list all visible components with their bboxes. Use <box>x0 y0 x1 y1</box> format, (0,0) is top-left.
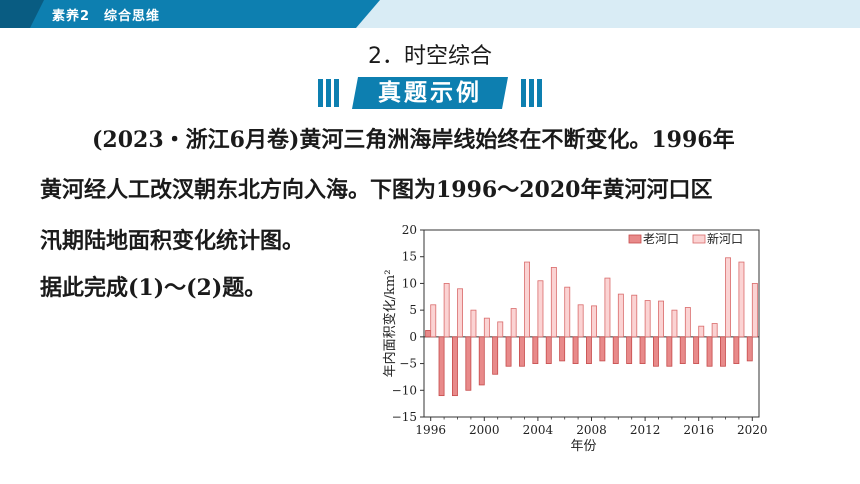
y-tick-label: −10 <box>392 383 417 397</box>
old-river-bar <box>478 336 485 386</box>
old-river-bar <box>545 336 552 364</box>
banner-band <box>352 77 508 109</box>
new-river-bar <box>470 309 477 338</box>
old-river-bar <box>639 336 646 364</box>
question-line-4: 据此完成(1)～(2)题。 <box>40 275 267 301</box>
old-river-bar <box>720 336 726 367</box>
x-axis-label: 年份 <box>570 439 596 454</box>
question-line-3: 汛期陆地面积变化统计图。 <box>40 228 305 254</box>
new-river-bar <box>550 267 557 338</box>
x-tick-label: 2016 <box>683 423 714 437</box>
top-bar: 素养2 综合思维 <box>0 0 860 28</box>
new-river-bar-legend-swatch <box>692 234 706 244</box>
example-banner: 真题示例 <box>318 76 542 110</box>
y-tick-label: −15 <box>392 410 417 424</box>
new-river-bar <box>564 286 571 338</box>
old-river-bar <box>599 336 606 362</box>
new-river-bar <box>751 283 758 338</box>
new-river-bar <box>430 304 437 338</box>
y-tick-label: −5 <box>399 357 417 371</box>
banner-label: 真题示例 <box>378 80 482 106</box>
old-river-bar <box>572 336 579 364</box>
old-river-bar <box>519 336 525 367</box>
new-river-bar <box>738 261 745 338</box>
new-river-bar <box>684 307 691 338</box>
new-river-bar <box>725 257 731 338</box>
old-river-bar <box>532 336 539 364</box>
old-river-bar <box>452 336 458 397</box>
old-river-bar <box>492 336 499 375</box>
new-river-bar <box>510 308 517 338</box>
x-tick-label: 1996 <box>415 423 446 437</box>
new-river-bar <box>711 323 718 338</box>
y-axis-label: 年内面积变化/km² <box>382 270 398 378</box>
x-tick-label: 2012 <box>630 423 661 437</box>
old-river-bar <box>505 336 512 367</box>
new-river-bar <box>698 325 705 338</box>
old-river-bar <box>733 336 740 364</box>
new-river-bar <box>617 293 624 338</box>
x-tick-label: 2000 <box>469 423 500 437</box>
banner-left-stripes <box>318 79 339 107</box>
old-river-bar <box>653 336 659 367</box>
new-river-bar <box>658 300 664 338</box>
old-river-bar <box>465 336 472 391</box>
old-river-bar <box>425 330 432 338</box>
new-river-bar <box>671 309 678 338</box>
question-line-1: (2023・浙江6月卷)黄河三角洲海岸线始终在不断变化。1996年 <box>92 127 735 153</box>
new-river-bar-legend-label: 新河口 <box>707 231 743 246</box>
new-river-bar <box>483 317 490 338</box>
old-river-bar <box>706 336 713 367</box>
x-tick-label: 2020 <box>737 423 768 437</box>
new-river-bar <box>644 300 651 338</box>
new-river-bar <box>591 305 597 338</box>
old-river-bar <box>438 336 445 397</box>
new-river-bar <box>497 321 504 338</box>
old-river-bar <box>586 336 592 364</box>
old-river-bar-legend-label: 老河口 <box>643 232 679 246</box>
old-river-bar-legend-swatch <box>628 234 642 244</box>
new-river-bar <box>443 283 450 338</box>
new-river-bar <box>604 277 611 338</box>
old-river-bar <box>612 336 619 364</box>
breadcrumb: 素养2 综合思维 <box>52 9 161 24</box>
new-river-bar <box>524 261 530 338</box>
old-river-bar <box>679 336 686 364</box>
x-tick-label: 2008 <box>576 423 607 437</box>
old-river-bar <box>693 336 700 364</box>
section-title: 2．时空综合 <box>368 44 492 69</box>
new-river-bar <box>537 280 544 338</box>
y-tick-label: 5 <box>409 303 417 317</box>
old-river-bar <box>666 336 673 367</box>
breadcrumb-tab <box>0 0 380 28</box>
y-tick-label: 10 <box>402 276 417 290</box>
new-river-bar <box>457 288 463 338</box>
y-tick-label: 15 <box>402 250 417 264</box>
old-river-bar <box>626 336 633 364</box>
question-line-2: 黄河经人工改汊朝东北方向入海。下图为1996～2020年黄河河口区 <box>40 177 713 203</box>
x-tick-label: 2004 <box>523 423 554 437</box>
old-river-bar <box>559 336 566 362</box>
y-tick-label: 20 <box>402 223 417 237</box>
new-river-bar <box>577 304 584 338</box>
new-river-bar <box>631 294 638 338</box>
old-river-bar <box>746 336 753 362</box>
banner-right-stripes <box>521 79 542 107</box>
y-tick-label: 0 <box>409 330 417 344</box>
